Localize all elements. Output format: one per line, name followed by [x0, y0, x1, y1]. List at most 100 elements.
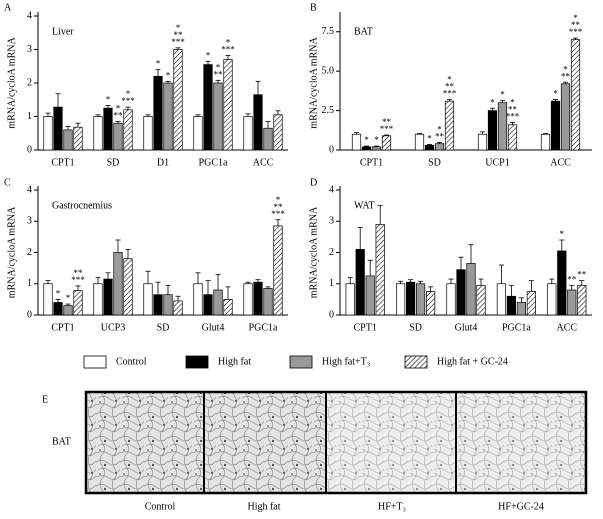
bar [557, 250, 567, 316]
bar [213, 289, 223, 316]
bar [351, 133, 362, 151]
bar [496, 283, 506, 316]
y-tick-label: 2 [27, 247, 32, 258]
y-tick-label: 3 [329, 216, 334, 227]
significance-mark: ** [567, 274, 577, 284]
bar [345, 283, 355, 316]
significance-mark: * [156, 59, 161, 69]
significance-mark: ** [174, 30, 184, 40]
significance-mark: *** [171, 37, 185, 47]
chart-title: WAT [354, 200, 375, 211]
bar [263, 127, 273, 151]
chart-title: Liver [52, 26, 74, 37]
bar [173, 49, 183, 151]
bar [93, 116, 103, 151]
micrograph-panel: E BAT Control High fat HF+T₃ HF+GC-24 [42, 390, 588, 512]
bar [506, 295, 516, 316]
significance-mark: *** [380, 124, 394, 134]
bar [560, 83, 571, 151]
bar [516, 302, 527, 316]
y-tick-label: 4 [27, 184, 32, 195]
bar [375, 224, 385, 316]
x-tick-label: UCP1 [485, 157, 509, 168]
x-tick-label: Glut4 [202, 322, 225, 333]
bar [466, 263, 476, 316]
legend-swatch [83, 355, 107, 369]
legend-label: Control [116, 356, 147, 367]
bar [273, 225, 283, 316]
x-tick-label: SD [428, 157, 441, 168]
micrograph-caption: Control [145, 501, 176, 512]
bar [507, 124, 518, 151]
significance-mark: ** [274, 202, 284, 212]
micrograph-border [84, 390, 588, 495]
legend-swatch [185, 355, 209, 369]
bar [497, 102, 508, 151]
y-tick-label: 1 [27, 111, 32, 122]
significance-mark: * [490, 97, 495, 107]
y-tick-label: 1 [329, 278, 334, 289]
significance-mark: *** [506, 111, 520, 121]
y-tick-label: 2.5 [322, 105, 335, 116]
significance-mark: ** [114, 111, 124, 121]
significance-mark: * [116, 104, 121, 114]
bar [434, 143, 445, 151]
bar [253, 281, 263, 316]
bar [203, 64, 213, 151]
panel-label: B [310, 2, 317, 13]
y-tick-label: 1 [27, 278, 32, 289]
bar [223, 299, 233, 316]
significance-mark: ** [445, 82, 455, 92]
bar [361, 146, 372, 151]
y-tick-label: 3 [27, 216, 32, 227]
significance-mark: * [166, 70, 171, 80]
y-axis-label: mRNA/cycloA mRNA [6, 206, 17, 298]
y-axis-label: mRNA/cycloA mRNA [308, 206, 319, 298]
panel-label: E [42, 394, 48, 405]
y-tick-label: 0 [329, 309, 334, 320]
panel-label: C [4, 177, 11, 188]
bar [163, 82, 173, 151]
micrograph-caption: High fat [247, 501, 280, 512]
micrograph [204, 392, 326, 493]
significance-mark: *** [569, 27, 583, 37]
significance-mark: * [553, 89, 558, 99]
bar [444, 100, 455, 151]
x-tick-label: CPT1 [360, 157, 383, 168]
bar [63, 305, 73, 316]
y-axis-label: mRNA/cycloA mRNA [6, 37, 17, 129]
bar [123, 109, 133, 151]
bar [153, 75, 163, 151]
significance-mark: * [206, 50, 211, 60]
bar [550, 100, 561, 151]
micrograph [456, 392, 586, 493]
bar [456, 269, 466, 316]
y-tick-label: 3 [27, 44, 32, 55]
bar [477, 133, 488, 151]
significance-mark: ** [74, 268, 84, 278]
bar [540, 133, 551, 151]
bar [526, 291, 537, 316]
bar [570, 39, 581, 151]
x-tick-label: D1 [157, 157, 169, 168]
bar [487, 110, 498, 151]
legend-label: High fat + GC-24 [437, 356, 508, 367]
x-tick-label: UCP3 [101, 322, 125, 333]
bar [547, 283, 557, 316]
bar [416, 283, 426, 316]
bar [73, 126, 83, 151]
bar [446, 283, 456, 316]
y-tick-label: 0 [27, 309, 32, 320]
legend-swatch [289, 355, 313, 369]
y-tick-label: 4 [329, 184, 334, 195]
y-tick-label: 2 [329, 247, 334, 258]
bar [193, 283, 203, 316]
chart-title: Gastrocnemius [52, 200, 112, 211]
bar [143, 283, 153, 316]
panel-label: D [310, 177, 317, 188]
bar [43, 116, 53, 151]
x-tick-label: ACC [550, 157, 571, 168]
bar [424, 144, 435, 151]
bar [577, 284, 587, 316]
